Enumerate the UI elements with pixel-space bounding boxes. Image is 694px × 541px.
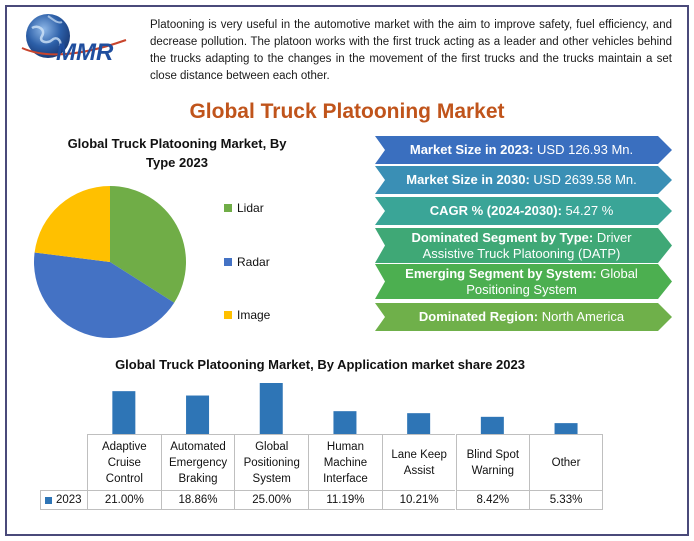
banner-label: Market Size in 2023: <box>409 142 534 157</box>
pie-chart-title: Global Truck Platooning Market, By Type … <box>67 136 287 170</box>
banner-label: Dominated Segment by Type: <box>411 229 594 245</box>
banner-text: Market Size in 2023: USD 126.93 Mn. <box>410 142 633 158</box>
category-tick-label: Lane Keep Assist <box>381 434 456 490</box>
legend-label: Image <box>237 308 271 322</box>
pie-slice-lidar <box>110 186 186 303</box>
key-fact-banner: Dominated Segment by Type: Driver Assist… <box>375 228 672 263</box>
banner-value: Driver Assistive Truck Platooning (DATP) <box>422 229 632 261</box>
key-fact-banner: Dominated Region: North America <box>375 303 672 331</box>
banner-label: Dominated Region: <box>418 309 539 324</box>
main-title: Global Truck Platooning Market <box>189 100 505 123</box>
banner-text: Market Size in 2030: USD 2639.58 Mn. <box>406 172 637 188</box>
globe-icon <box>26 14 70 58</box>
banner-value: USD 2639.58 Mn. <box>529 172 637 187</box>
banner-text: Dominated Segment by Type: Driver Assist… <box>391 230 652 262</box>
key-fact-banner: Market Size in 2023: USD 126.93 Mn. <box>375 136 672 164</box>
legend-swatch <box>224 204 232 212</box>
key-fact-banner: Market Size in 2030: USD 2639.58 Mn. <box>375 166 672 194</box>
series-name: 2023 <box>56 494 82 506</box>
data-label: 5.33% <box>529 490 603 510</box>
data-label: 18.86% <box>160 490 235 510</box>
legend-item-image: Image <box>224 308 270 322</box>
category-tick-label: Other <box>529 434 603 490</box>
banner-label: CAGR % (2024-2030): <box>429 203 562 218</box>
banner-label: Emerging Segment by System: <box>405 265 597 281</box>
banner-value: North America <box>538 309 625 324</box>
bar-chart-title: Global Truck Platooning Market, By Appli… <box>115 357 525 372</box>
banner-value: Global Positioning System <box>466 265 638 297</box>
category-tick-label: Adaptive Cruise Control <box>87 434 161 490</box>
data-label: 21.00% <box>87 490 161 510</box>
data-label: 11.19% <box>308 490 382 510</box>
intro-paragraph: Platooning is very useful in the automot… <box>150 19 672 82</box>
logo-text: MMR <box>56 39 114 66</box>
series-legend-key: 2023 <box>40 490 87 510</box>
banner-value: 54.27 % <box>561 203 614 218</box>
legend-item-lidar: Lidar <box>224 201 264 215</box>
category-tick-label: Blind Spot Warning <box>455 434 530 490</box>
category-tick-label: Human Machine Interface <box>308 434 382 490</box>
category-tick-label: Automated Emergency Braking <box>160 434 235 490</box>
category-tick-label: Global Positioning System <box>234 434 309 490</box>
data-label: 10.21% <box>381 490 456 510</box>
legend-swatch <box>224 258 232 266</box>
key-fact-banner: CAGR % (2024-2030): 54.27 % <box>375 197 672 225</box>
banner-text: Dominated Region: North America <box>419 309 624 325</box>
mmr-logo: MMR <box>21 14 127 66</box>
legend-label: Lidar <box>237 201 264 215</box>
data-label: 8.42% <box>455 490 530 510</box>
banner-value: USD 126.93 Mn. <box>533 142 634 157</box>
banner-text: Emerging Segment by System: Global Posit… <box>391 266 652 298</box>
key-fact-banner: Emerging Segment by System: Global Posit… <box>375 264 672 299</box>
pie-slice-image <box>34 186 110 262</box>
pie-chart <box>34 186 186 338</box>
banner-label: Market Size in 2030: <box>406 172 530 187</box>
data-label: 25.00% <box>234 490 309 510</box>
banner-text: CAGR % (2024-2030): 54.27 % <box>430 203 614 219</box>
legend-label: Radar <box>237 255 270 269</box>
pie-slice-radar <box>34 252 175 338</box>
series-swatch <box>45 496 52 504</box>
legend-item-radar: Radar <box>224 255 270 269</box>
legend-swatch <box>224 311 232 319</box>
